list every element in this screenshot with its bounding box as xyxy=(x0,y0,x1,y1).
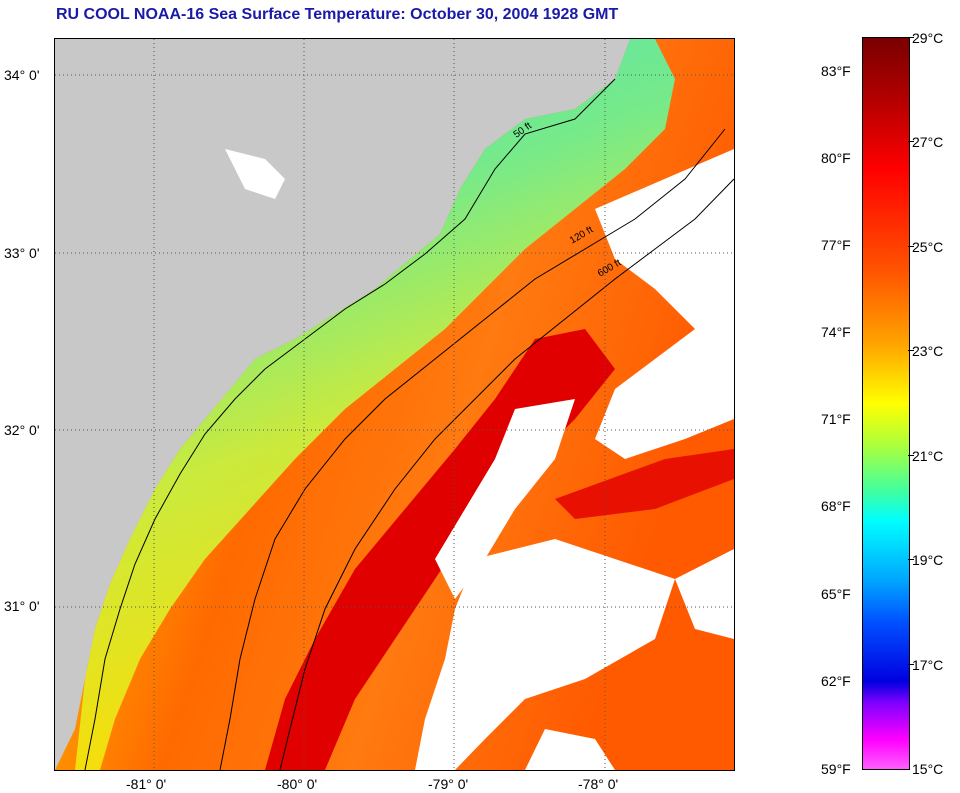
colorbar-tick xyxy=(908,455,914,456)
lat-label-34: 34° 0' xyxy=(4,67,40,83)
colorbar-f-label: 83°F xyxy=(821,63,851,79)
cloud-6 xyxy=(225,149,285,199)
gulf-stream-tail xyxy=(555,449,734,519)
colorbar-tick xyxy=(908,664,914,665)
cloud-4 xyxy=(675,549,734,639)
cloud-3 xyxy=(415,539,675,770)
land xyxy=(55,39,630,770)
colorbar-c-label: 19°C xyxy=(912,552,944,568)
colorbar-f-label: 71°F xyxy=(821,411,851,427)
colorbar-c-label: 15°C xyxy=(912,761,944,777)
colorbar-tick xyxy=(908,37,914,38)
colorbar-tick xyxy=(908,246,914,247)
cloud-5 xyxy=(525,729,615,770)
lon-label-78: -78° 0' xyxy=(578,776,619,792)
contour-120ft xyxy=(219,128,726,770)
colorbar-tick xyxy=(908,559,914,560)
colorbar-c-label: 17°C xyxy=(912,657,944,673)
contour-50ft xyxy=(84,78,616,770)
colorbar-f-label: 74°F xyxy=(821,324,851,340)
contour-600ft xyxy=(279,178,734,770)
colorbar-c-label: 23°C xyxy=(912,343,944,359)
shelf-water xyxy=(75,39,675,770)
colorbar-c-label: 21°C xyxy=(912,448,944,464)
lat-label-33: 33° 0' xyxy=(4,245,40,261)
colorbar-tick xyxy=(908,141,914,142)
colorbar-c-label: 29°C xyxy=(912,30,944,46)
cloud-1 xyxy=(595,149,734,459)
sst-map xyxy=(54,38,735,771)
lon-label-81: -81° 0' xyxy=(126,776,167,792)
colorbar-tick xyxy=(908,350,914,351)
temperature-colorbar xyxy=(862,37,910,770)
colorbar-f-label: 77°F xyxy=(821,237,851,253)
sst-map-graphic xyxy=(55,39,734,770)
cloud-2 xyxy=(435,399,575,599)
lat-label-31: 31° 0' xyxy=(4,598,40,614)
colorbar-f-label: 62°F xyxy=(821,673,851,689)
lon-label-79: -79° 0' xyxy=(428,776,469,792)
lat-label-32: 32° 0' xyxy=(4,422,40,438)
colorbar-f-label: 80°F xyxy=(821,150,851,166)
colorbar-f-label: 68°F xyxy=(821,498,851,514)
colorbar-f-label: 65°F xyxy=(821,586,851,602)
lon-label-80: -80° 0' xyxy=(277,776,318,792)
colorbar-c-label: 25°C xyxy=(912,239,944,255)
colorbar-c-label: 27°C xyxy=(912,134,944,150)
map-title: RU COOL NOAA-16 Sea Surface Temperature:… xyxy=(56,6,619,23)
colorbar-f-label: 59°F xyxy=(821,761,851,777)
